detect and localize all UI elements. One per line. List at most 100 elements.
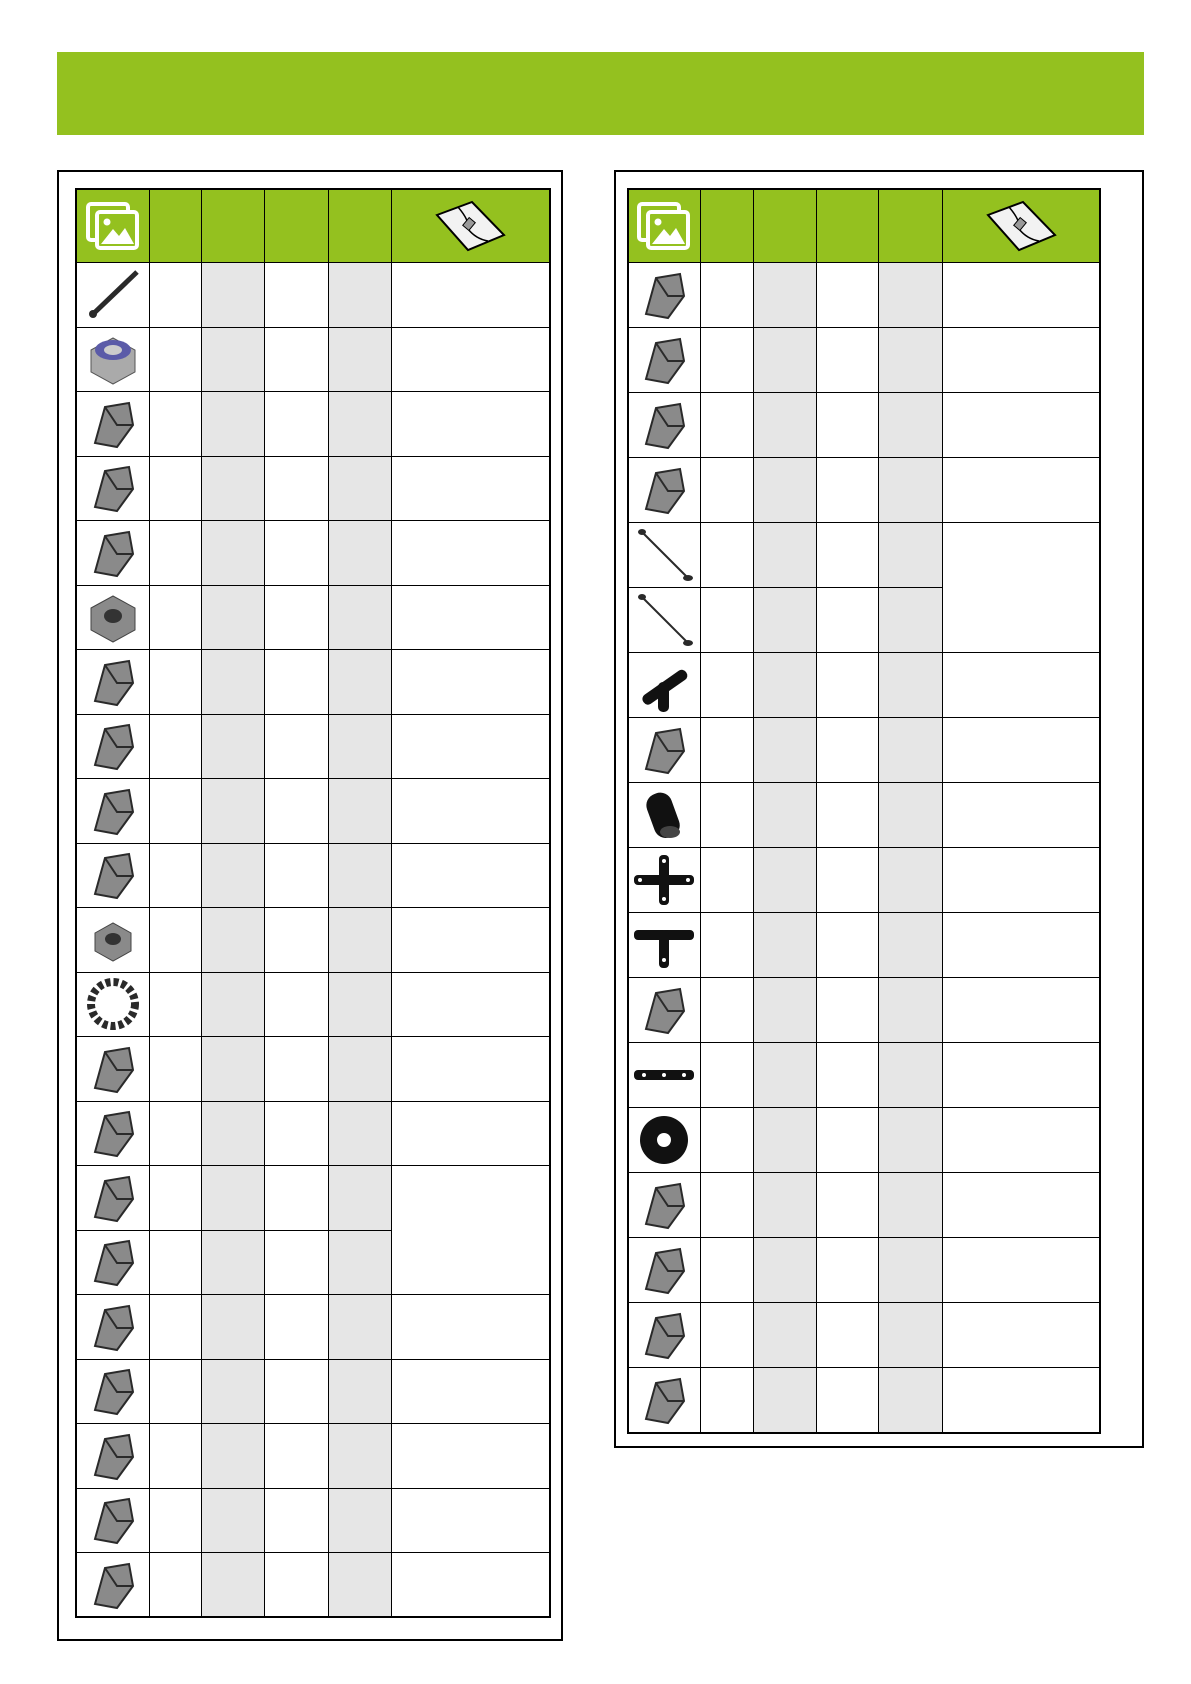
table-row (627, 1042, 1101, 1108)
cell (327, 649, 392, 715)
cell (752, 912, 817, 978)
header-cell (263, 188, 329, 263)
cell (263, 391, 329, 457)
cell (815, 327, 879, 393)
bag-cell (941, 1172, 1101, 1238)
cell (200, 1358, 265, 1424)
cell (752, 262, 817, 328)
cell (148, 1423, 202, 1489)
cell (327, 1294, 392, 1360)
cell (815, 782, 879, 848)
table-row (75, 1487, 551, 1553)
cell (815, 912, 879, 978)
cell (148, 649, 202, 715)
cell (752, 1042, 817, 1108)
parts-table-right (627, 188, 1101, 1434)
cell (200, 907, 265, 973)
cell (148, 326, 202, 392)
cell (877, 782, 943, 848)
cell (200, 1165, 265, 1231)
cell (877, 522, 943, 588)
cell (699, 652, 754, 718)
cell (200, 326, 265, 392)
bag-cell (941, 327, 1101, 393)
cell (877, 717, 943, 783)
cell (877, 457, 943, 523)
cell (263, 778, 329, 844)
cell (752, 587, 817, 653)
cell (263, 1423, 329, 1489)
cell (815, 1237, 879, 1303)
cell (699, 717, 754, 783)
cell (752, 652, 817, 718)
table-row (75, 391, 551, 457)
cell (200, 1100, 265, 1166)
cell (327, 971, 392, 1037)
cell (815, 457, 879, 523)
cell (752, 717, 817, 783)
handle-bracket-icon (627, 457, 701, 523)
hex-nut-icon (75, 584, 150, 650)
cell (815, 392, 879, 458)
bag-cell (390, 262, 551, 328)
bag-cell (390, 907, 551, 973)
cell (752, 457, 817, 523)
cell (877, 1107, 943, 1173)
header-row (75, 188, 551, 263)
cell (699, 1237, 754, 1303)
spring-clip-icon (627, 1367, 701, 1433)
cell (815, 262, 879, 328)
cell (699, 912, 754, 978)
cell (699, 262, 754, 328)
table-row (627, 1237, 1101, 1303)
cell (752, 1237, 817, 1303)
cell (200, 1036, 265, 1102)
bag-cell (941, 977, 1101, 1043)
pan-head-screw-icon (75, 520, 150, 586)
bag-cell (941, 1237, 1101, 1303)
cell (263, 1036, 329, 1102)
cell (752, 782, 817, 848)
cell (200, 778, 265, 844)
table-row (75, 842, 551, 908)
parts-panel-right (614, 170, 1144, 1448)
header-cell (200, 188, 265, 263)
cable-rod-icon (627, 522, 701, 588)
corner-plate-icon (75, 1036, 150, 1102)
cell (752, 327, 817, 393)
bag-cell (390, 584, 551, 650)
serrated-lock-washer-icon (75, 971, 150, 1037)
cell (263, 842, 329, 908)
header-banner (57, 52, 1144, 135)
cable-rod-icon (627, 587, 701, 653)
cell (327, 713, 392, 779)
phillips-screw-icon (75, 842, 150, 908)
cell (200, 455, 265, 521)
cell (877, 847, 943, 913)
cell (148, 1036, 202, 1102)
table-row (627, 522, 1101, 653)
small-hex-nut-icon (75, 907, 150, 973)
cell (815, 1042, 879, 1108)
cell (148, 1294, 202, 1360)
cell (263, 1487, 329, 1553)
cell (327, 326, 392, 392)
cell (752, 392, 817, 458)
bag-cell (390, 713, 551, 779)
cell (752, 977, 817, 1043)
table-row (75, 713, 551, 779)
cell (877, 327, 943, 393)
table-row (627, 587, 1100, 653)
cell (815, 652, 879, 718)
table-row (75, 649, 551, 715)
table-row (627, 327, 1101, 393)
cell (699, 1302, 754, 1368)
cell (327, 1229, 392, 1295)
hex-cap-icon (627, 392, 701, 458)
bag-cell (390, 326, 551, 392)
cell (699, 587, 754, 653)
clip-bracket-icon (75, 455, 150, 521)
cell (263, 1358, 329, 1424)
cell (148, 713, 202, 779)
cell (752, 847, 817, 913)
